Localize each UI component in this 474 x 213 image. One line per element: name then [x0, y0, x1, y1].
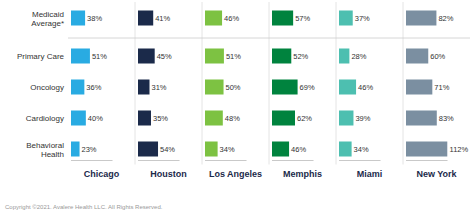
data-label: 57%: [295, 14, 310, 23]
data-label: 54%: [160, 145, 175, 154]
bar: [71, 111, 86, 126]
bar: [406, 111, 437, 126]
bar: [138, 142, 158, 157]
category-label: Cardiology: [26, 114, 64, 123]
axis-line: [205, 160, 247, 161]
bar: [138, 111, 151, 126]
series-name: New York: [416, 169, 457, 179]
bar: [71, 11, 85, 26]
row-separator: [68, 38, 470, 39]
data-label: 36%: [86, 83, 101, 92]
data-label: 112%: [450, 145, 469, 154]
series-name: Chicago: [84, 169, 120, 179]
bar: [205, 142, 218, 157]
chart: 38% 51% 36% 40% 23% 41% 45% 31% 35% 54% 46% 51% 50% 4…: [0, 0, 474, 213]
data-label: 48%: [225, 114, 240, 123]
axis-line: [272, 160, 314, 161]
data-label: 39%: [355, 114, 370, 123]
bar: [406, 80, 432, 95]
category-label: MedicaidAverage*: [31, 10, 64, 28]
data-label: 40%: [88, 114, 103, 123]
bar: [205, 111, 223, 126]
data-label: 41%: [155, 14, 170, 23]
bar: [272, 142, 289, 157]
data-label: 45%: [157, 52, 172, 61]
data-label: 28%: [351, 52, 366, 61]
category-label: BehavioralHealth: [26, 141, 64, 159]
data-label: 71%: [434, 83, 449, 92]
data-label: 69%: [300, 83, 315, 92]
series-bars: [339, 11, 356, 157]
data-label: 37%: [355, 14, 370, 23]
data-label: 52%: [293, 52, 308, 61]
axis-line: [71, 160, 113, 161]
data-label: 34%: [220, 145, 235, 154]
axis-line: [339, 160, 381, 161]
data-label: 51%: [92, 52, 107, 61]
data-label: 51%: [226, 52, 241, 61]
bar: [138, 80, 149, 95]
column-separator: [202, 2, 203, 165]
data-label: 34%: [354, 145, 369, 154]
data-label: 46%: [358, 83, 373, 92]
bar: [138, 49, 155, 64]
column-separator: [269, 2, 270, 165]
data-label: 46%: [224, 14, 239, 23]
bar: [406, 11, 436, 26]
bar: [339, 49, 349, 64]
bar: [272, 111, 295, 126]
series-name: Memphis: [283, 169, 322, 179]
bar: [71, 49, 90, 64]
data-label: 46%: [291, 145, 306, 154]
bar: [205, 49, 224, 64]
bar: [272, 80, 298, 95]
data-label: 82%: [438, 14, 453, 23]
series-bars: [272, 11, 298, 157]
bar: [71, 80, 84, 95]
bar: [406, 142, 448, 157]
bar: [339, 111, 353, 126]
bars: [71, 11, 448, 157]
column-separator: [135, 2, 136, 165]
data-label: 50%: [226, 83, 241, 92]
series-bars: [205, 11, 224, 157]
bar: [339, 11, 353, 26]
data-label: 23%: [82, 145, 97, 154]
column-separator: [336, 2, 337, 165]
data-label: 35%: [153, 114, 168, 123]
data-label: 60%: [430, 52, 445, 61]
bar: [71, 142, 80, 157]
series-name: Los Angeles: [209, 169, 262, 179]
data-label: 62%: [297, 114, 312, 123]
annotation: Copyright ©2021. Avalere Health LLC. All…: [5, 204, 163, 210]
axis-line: [138, 160, 180, 161]
bar: [339, 80, 356, 95]
axis-line: [406, 160, 448, 161]
data-label: 31%: [151, 83, 166, 92]
series-name: Miami: [357, 169, 383, 179]
bar: [205, 80, 224, 95]
bar: [272, 49, 291, 64]
bar: [406, 49, 428, 64]
series-name: Houston: [150, 169, 187, 179]
data-labels: 38% 51% 36% 40% 23% 41% 45% 31% 35% 54% 46% 51% 50% 4…: [82, 14, 469, 154]
category-label: Primary Care: [17, 52, 65, 61]
bar: [272, 11, 293, 26]
bar: [339, 142, 352, 157]
bar: [138, 11, 153, 26]
bar: [205, 11, 222, 26]
category-label: Oncology: [30, 83, 64, 92]
data-label: 38%: [87, 14, 102, 23]
column-separator: [403, 2, 404, 165]
data-label: 83%: [439, 114, 454, 123]
